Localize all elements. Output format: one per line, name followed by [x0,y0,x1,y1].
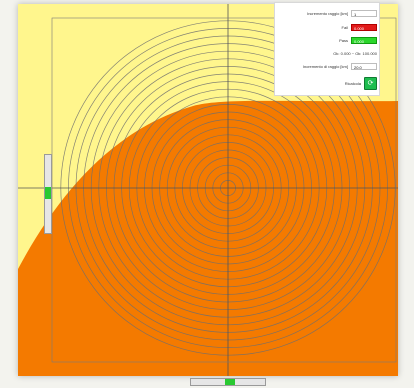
pass-label: Pass [339,37,348,43]
pass-value: 0.000 [351,36,377,44]
radius-label: Incremento di raggio [km] [302,63,348,69]
recalc-row: Ricalcola ⟳ [277,76,377,90]
radius-step-input[interactable]: 1 [351,9,377,17]
pass-row: Pass 0.000 [277,36,377,44]
recalc-button[interactable]: ⟳ [364,76,377,90]
horizontal-zoom-slider[interactable] [190,378,266,386]
range-row: Ok: 0.000 ~ Ok: 100.000 [277,49,377,57]
radius-row: Incremento di raggio [km] 20.0 [277,62,377,70]
radius-step-label: Incremento raggio [km] [307,10,348,16]
vertical-zoom-slider[interactable] [44,154,52,234]
vertical-zoom-slider-thumb[interactable] [45,187,51,199]
refresh-icon: ⟳ [367,79,374,87]
coverage-area [18,100,398,376]
radius-step-row: Incremento raggio [km] 1 [277,9,377,17]
recalc-label: Ricalcola [344,80,361,86]
horizontal-zoom-slider-thumb[interactable] [225,379,235,385]
radius-input[interactable]: 20.0 [351,62,377,70]
settings-panel: Incremento raggio [km] 1 Fail 0.000 Pass… [274,2,380,96]
range-text: Ok: 0.000 ~ Ok: 100.000 [333,50,377,56]
fail-value: 0.000 [351,23,377,31]
fail-label: Fail [341,24,348,30]
plot-border [51,17,397,363]
fail-row: Fail 0.000 [277,23,377,31]
